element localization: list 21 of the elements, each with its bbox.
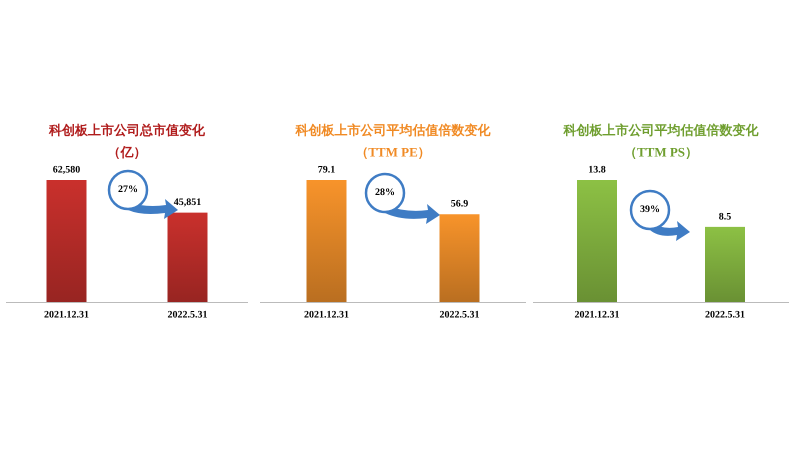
x-tick-label: 2022.5.31 [440,310,480,320]
chart-title: 科创板上市公司总市值变化 [48,122,206,138]
chart-subtitle: （亿） [108,144,146,160]
chart-title: 科创板上市公司平均估值倍数变化 [562,122,760,138]
data-label: 45,851 [174,197,202,208]
x-tick-label: 2022.5.31 [705,310,745,320]
chart-subtitle: （TTM PS） [624,144,698,160]
x-tick-label: 2021.12.31 [44,310,89,320]
data-label: 62,580 [52,164,80,176]
annotation: 39% [639,204,661,215]
x-tick-label: 2022.5.31 [168,310,208,320]
chart-title: 科创板上市公司平均估值倍数变化 [294,122,492,138]
x-tick-label: 2021.12.31 [304,310,349,320]
data-label: 79.1 [318,164,336,176]
annotation: 27% [117,184,139,195]
data-label: 13.8 [588,164,606,176]
x-tick-label: 2021.12.31 [574,310,620,320]
chart-subtitle: （TTM PE） [355,144,431,160]
data-label: 8.5 [718,211,732,222]
data-label: 56.9 [450,198,468,210]
annotation: 28% [374,187,396,198]
